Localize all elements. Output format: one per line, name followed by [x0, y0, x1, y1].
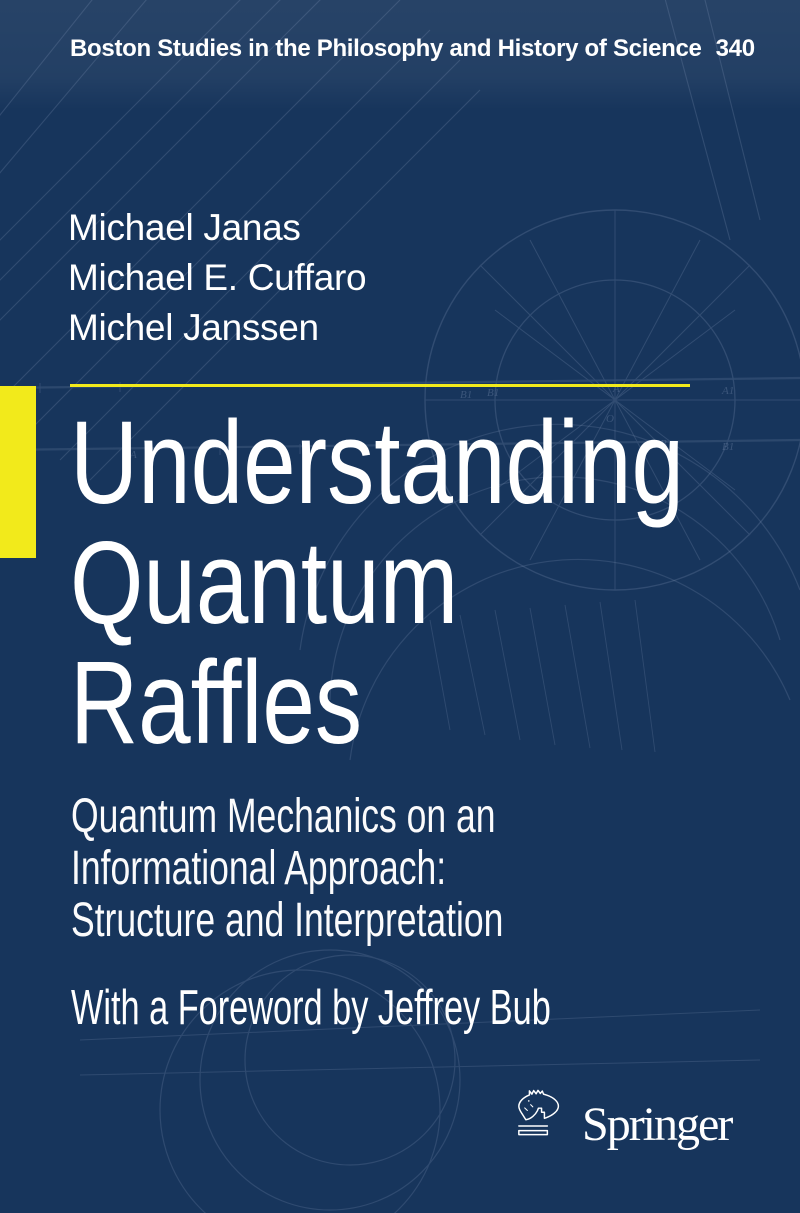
svg-text:A1: A1 — [721, 385, 734, 397]
